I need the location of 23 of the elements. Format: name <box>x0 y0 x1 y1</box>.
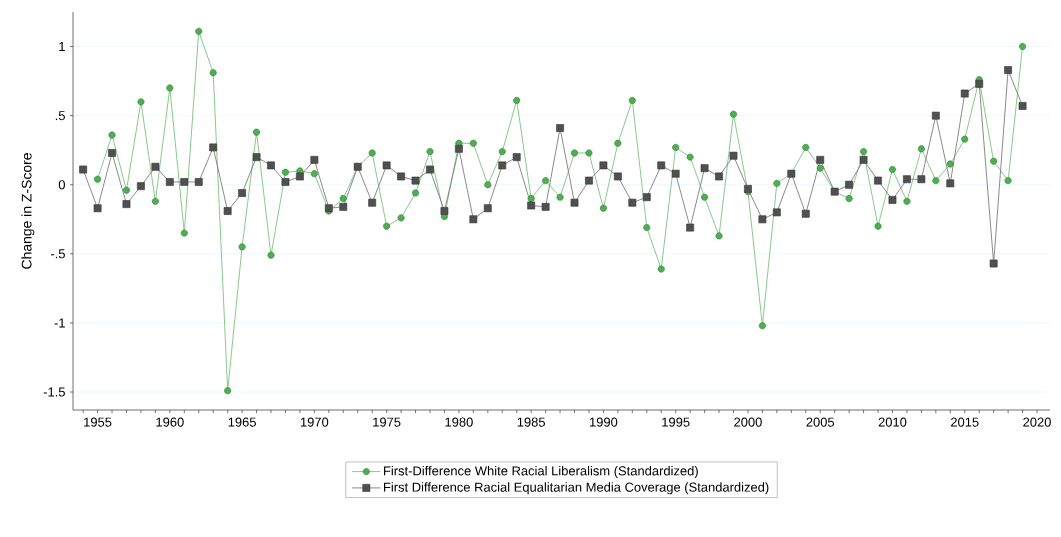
x-tick-label: 1980 <box>445 417 473 427</box>
y-tick-label: 0 <box>58 180 65 190</box>
legend-label: First-Difference White Racial Liberalism (Standardized) <box>384 465 698 478</box>
x-tick-label: 1960 <box>156 417 184 427</box>
x-tick-label: 2015 <box>950 417 979 427</box>
y-tick-label: 1 <box>59 42 65 51</box>
x-tick-label: 1955 <box>84 417 112 427</box>
x-tick-label: 1970 <box>300 417 329 427</box>
x-tick-label: 1985 <box>517 417 546 427</box>
y-tick-label: -.5 <box>50 249 65 259</box>
legend-label: First Difference Racial Equalitarian Media Coverage (Standardized) <box>384 482 769 495</box>
x-tick-label: 1965 <box>228 417 256 427</box>
y-tick-label: .5 <box>55 111 65 121</box>
x-tick-label: 1995 <box>662 417 690 427</box>
y-tick-label: -1.5 <box>43 387 65 397</box>
x-tick-label: 2000 <box>734 417 762 427</box>
x-tick-label: 2010 <box>878 417 907 427</box>
x-tick-label: 2005 <box>806 417 835 427</box>
y-tick-label: -1 <box>54 318 65 328</box>
x-tick-label: 1990 <box>589 417 618 427</box>
y-axis-title: Change in Z-Score <box>21 153 35 269</box>
x-tick-label: 2020 <box>1023 417 1051 427</box>
x-tick-label: 1975 <box>373 417 401 427</box>
